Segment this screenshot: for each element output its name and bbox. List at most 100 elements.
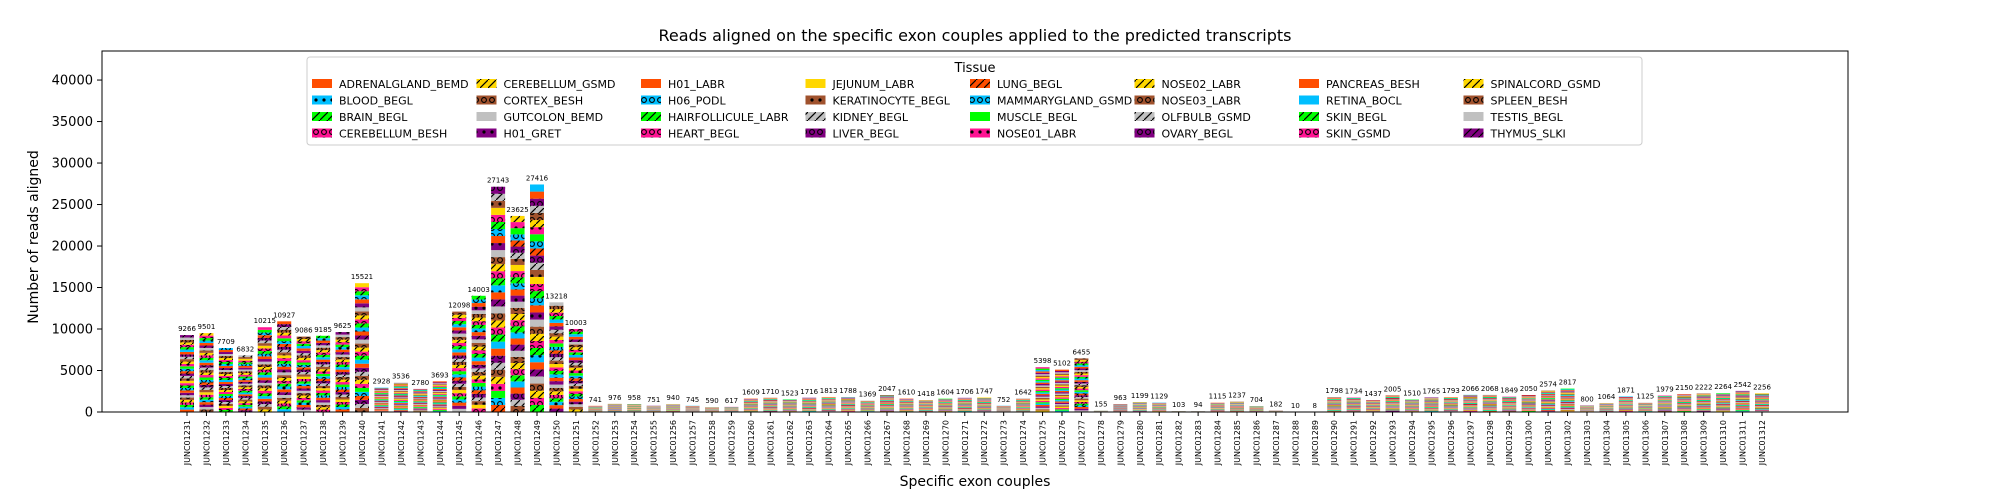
bar-segment: [510, 387, 525, 394]
bar-segment-hatch: [277, 380, 292, 384]
bar-segment-hatch: [510, 234, 525, 241]
bar-segment: [413, 401, 428, 402]
bar-segment: [1657, 399, 1672, 401]
bar-segment: [257, 396, 272, 399]
bar-segment: [1735, 408, 1750, 409]
bar-total-label: 10: [1291, 402, 1300, 410]
bar-segment: [1385, 403, 1400, 405]
bar-segment: [471, 339, 486, 344]
bar-segment: [1385, 405, 1400, 406]
bar-total-label: 2050: [1520, 385, 1538, 393]
bar-segment: [1755, 407, 1769, 409]
bar-segment: [1035, 396, 1050, 399]
x-tick-label: JUNC01296: [1447, 420, 1456, 466]
bar-segment: [880, 400, 894, 402]
bar-segment: [1385, 409, 1400, 410]
bar-segment-hatch: [277, 332, 292, 336]
bar-segment-hatch: [452, 311, 467, 315]
chart-title: Reads aligned on the specific exon coupl…: [658, 26, 1291, 45]
bar-segment-hatch: [452, 321, 467, 325]
bar-junc01299: [1502, 396, 1517, 412]
bar-segment: [374, 408, 389, 409]
bar-segment: [1521, 399, 1536, 401]
bar-segment: [277, 321, 292, 325]
bar-segment-hatch: [296, 341, 311, 344]
x-tick-label: JUNC01280: [1136, 420, 1145, 466]
bar-segment: [1035, 392, 1050, 394]
bar-segment: [393, 388, 408, 390]
x-tick-label: JUNC01246: [475, 420, 484, 466]
legend-item: GUTCOLON_BEMD: [476, 111, 603, 124]
bar-segment-hatch: [180, 371, 194, 374]
bar-segment: [510, 289, 525, 296]
bar-segment-hatch: [199, 345, 214, 348]
bar-segment-hatch: [218, 374, 233, 377]
bar-segment: [1055, 405, 1069, 407]
bar-segment-hatch: [180, 354, 194, 357]
bar-segment-hatch: [316, 409, 331, 412]
bar-segment-hatch: [257, 359, 272, 362]
bar-segment: [1696, 401, 1711, 403]
bar-segment: [432, 395, 447, 397]
bar-segment: [1716, 396, 1731, 397]
bar-segment-hatch: [316, 407, 331, 410]
bar-segment: [393, 409, 408, 411]
bar-segment-hatch: [530, 262, 544, 270]
bar-segment: [316, 345, 331, 348]
legend-item: H01_LABR: [641, 78, 725, 91]
bar-segment: [549, 343, 564, 347]
bar-segment: [218, 370, 233, 373]
legend-label: LIVER_BEGL: [833, 128, 900, 141]
bar-segment: [374, 390, 389, 392]
bar-segment: [880, 408, 894, 410]
bar-segment-hatch: [199, 375, 214, 378]
bar-segment: [413, 406, 428, 408]
bar-segment-hatch: [1074, 373, 1089, 376]
bar-segment: [1560, 403, 1575, 405]
bar-segment: [1521, 401, 1536, 402]
bar-segment-hatch: [335, 362, 350, 365]
bar-segment-hatch: [530, 312, 544, 320]
legend-label: MAMMARYGLAND_GSMD: [997, 95, 1132, 108]
bar-segment: [1385, 397, 1400, 399]
bar-segment: [1521, 403, 1536, 405]
bar-segment: [1463, 394, 1478, 396]
bar-segment: [218, 350, 233, 353]
bar-segment: [1055, 408, 1069, 410]
bar-segment-hatch: [257, 372, 272, 375]
bar-segment: [1755, 406, 1769, 407]
bar-segment: [1716, 399, 1731, 401]
bar-segment: [1755, 396, 1769, 398]
bar-segment-hatch: [549, 381, 564, 385]
bar-segment: [1560, 404, 1575, 406]
bar-segment: [1463, 405, 1478, 407]
plot-frame: [101, 50, 1849, 413]
bar-segment-hatch: [471, 372, 486, 376]
bar-segment: [1696, 410, 1711, 411]
bar-segment: [355, 387, 369, 392]
bar-segment: [1035, 405, 1050, 407]
bar-segment-hatch: [335, 394, 350, 398]
bar-segment: [393, 400, 408, 401]
legend-label: SKIN_GSMD: [1326, 128, 1391, 141]
bar-segment-hatch: [549, 326, 564, 330]
x-tick-label: JUNC01285: [1233, 420, 1242, 466]
bar-segment-hatch: [335, 402, 350, 405]
bar-segment-hatch: [257, 404, 272, 407]
bar-segment: [374, 389, 389, 391]
bar-segment: [452, 333, 467, 337]
bar-segment-hatch: [277, 392, 292, 395]
x-tick-label: JUNC01297: [1466, 420, 1475, 466]
bar-segment-hatch: [530, 248, 544, 256]
bar-segment-hatch: [316, 369, 331, 372]
bar-segment-hatch: [296, 381, 311, 384]
bar-segment: [1735, 397, 1750, 399]
bar-segment: [1560, 390, 1575, 391]
bar-segment: [393, 384, 408, 386]
bar-segment: [413, 410, 428, 412]
bar-segment: [1735, 406, 1750, 408]
bar-segment: [413, 404, 428, 406]
bar-segment: [1716, 406, 1731, 407]
bar-segment: [491, 306, 506, 314]
bar-segment-hatch: [491, 278, 506, 286]
